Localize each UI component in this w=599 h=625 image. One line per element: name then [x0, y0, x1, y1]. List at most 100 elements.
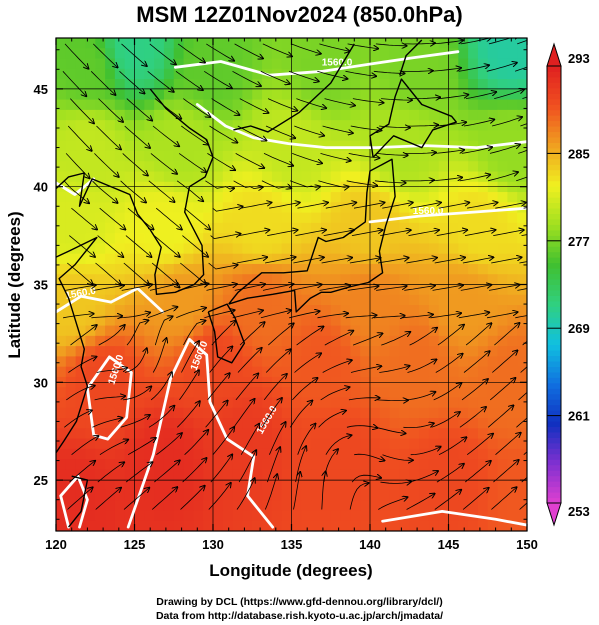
heat-cell	[134, 335, 145, 347]
heat-cell	[252, 171, 263, 183]
heat-cell	[183, 428, 194, 440]
heat-cell	[173, 510, 185, 522]
heat-cell	[399, 500, 410, 512]
heat-cell	[222, 428, 234, 440]
heat-cell	[301, 346, 312, 357]
streamline	[494, 323, 519, 346]
heat-cell	[517, 510, 527, 522]
heat-cell	[262, 520, 273, 531]
colorbar-segment	[547, 475, 561, 482]
heat-cell	[448, 89, 459, 101]
heat-cell	[56, 212, 67, 224]
streamline	[407, 125, 438, 126]
heat-cell	[517, 274, 527, 286]
heat-cell	[320, 99, 332, 111]
heat-cell	[448, 315, 459, 327]
heat-cell	[350, 407, 361, 419]
heat-cell	[65, 120, 77, 132]
heat-cell	[271, 109, 283, 121]
heat-cell	[114, 233, 126, 245]
colorbar-segment	[547, 350, 561, 357]
heat-cell	[438, 315, 450, 327]
heat-cell	[507, 222, 518, 234]
heat-cell	[497, 510, 508, 522]
heat-cell	[114, 171, 126, 183]
heat-cell	[203, 335, 214, 347]
heat-cell	[232, 192, 244, 203]
heat-cell	[163, 418, 175, 429]
heat-cell	[232, 520, 244, 531]
streamline	[71, 207, 97, 229]
heat-cell	[517, 346, 527, 357]
streamline	[232, 70, 261, 86]
heat-cell	[56, 366, 67, 378]
heat-cell	[468, 150, 479, 162]
heat-cell	[379, 510, 391, 522]
heat-cell	[203, 489, 214, 501]
heat-cell	[468, 428, 479, 440]
heat-cell	[213, 130, 224, 142]
heat-cell	[124, 120, 136, 132]
heat-cell	[281, 294, 293, 306]
heat-cell	[85, 263, 96, 275]
heat-cell	[428, 489, 440, 501]
heat-cell	[497, 428, 508, 440]
heat-cell	[389, 99, 401, 111]
heat-cell	[340, 150, 351, 162]
heat-cell	[428, 181, 440, 193]
heat-cell	[291, 263, 302, 275]
heat-cell	[213, 428, 224, 440]
heat-cell	[173, 99, 185, 111]
heat-cell	[468, 448, 479, 460]
heat-cell	[232, 130, 244, 142]
heat-cell	[144, 181, 155, 193]
heat-cell	[242, 222, 253, 234]
heat-cell	[213, 397, 224, 409]
heat-cell	[95, 305, 106, 316]
heat-cell	[183, 171, 194, 183]
heat-cell	[340, 58, 351, 70]
heat-cell	[193, 325, 204, 337]
heat-cell	[419, 335, 430, 347]
heat-cell	[95, 68, 106, 80]
heat-cell	[360, 325, 371, 337]
heat-cell	[311, 120, 322, 132]
colorbar-segment	[547, 306, 561, 313]
heat-cell	[183, 366, 194, 378]
heat-cell	[242, 305, 253, 316]
heat-cell	[497, 418, 508, 429]
heat-cell	[448, 418, 459, 429]
heat-cell	[183, 109, 194, 121]
streamline	[264, 474, 277, 510]
heat-cell	[242, 520, 253, 531]
streamline	[351, 475, 381, 483]
heat-cell	[477, 222, 489, 234]
heat-cell	[448, 500, 459, 512]
streamline	[122, 153, 148, 175]
heat-cell	[173, 428, 185, 440]
heat-cell	[242, 161, 253, 173]
streamline	[463, 120, 494, 127]
heat-cell	[438, 263, 450, 275]
heat-cell	[360, 274, 371, 286]
heat-cell	[193, 315, 204, 327]
heat-cell	[85, 48, 96, 60]
heat-cell	[301, 284, 312, 296]
heat-cell	[154, 171, 165, 183]
heat-cell	[311, 161, 322, 173]
streamline	[348, 398, 380, 400]
heat-cell	[95, 233, 106, 245]
coastline	[68, 475, 89, 528]
streamline	[293, 257, 323, 264]
heat-cell	[370, 79, 381, 90]
heat-cell	[75, 366, 87, 378]
heat-cell	[114, 366, 126, 378]
heat-cell	[291, 161, 302, 173]
heat-cell	[517, 500, 527, 512]
streamline	[63, 180, 89, 203]
heat-cell	[340, 161, 351, 173]
heat-cell	[320, 459, 332, 470]
heat-cell	[222, 274, 234, 286]
colorbar-segment	[547, 257, 561, 264]
heat-cell	[370, 99, 381, 111]
